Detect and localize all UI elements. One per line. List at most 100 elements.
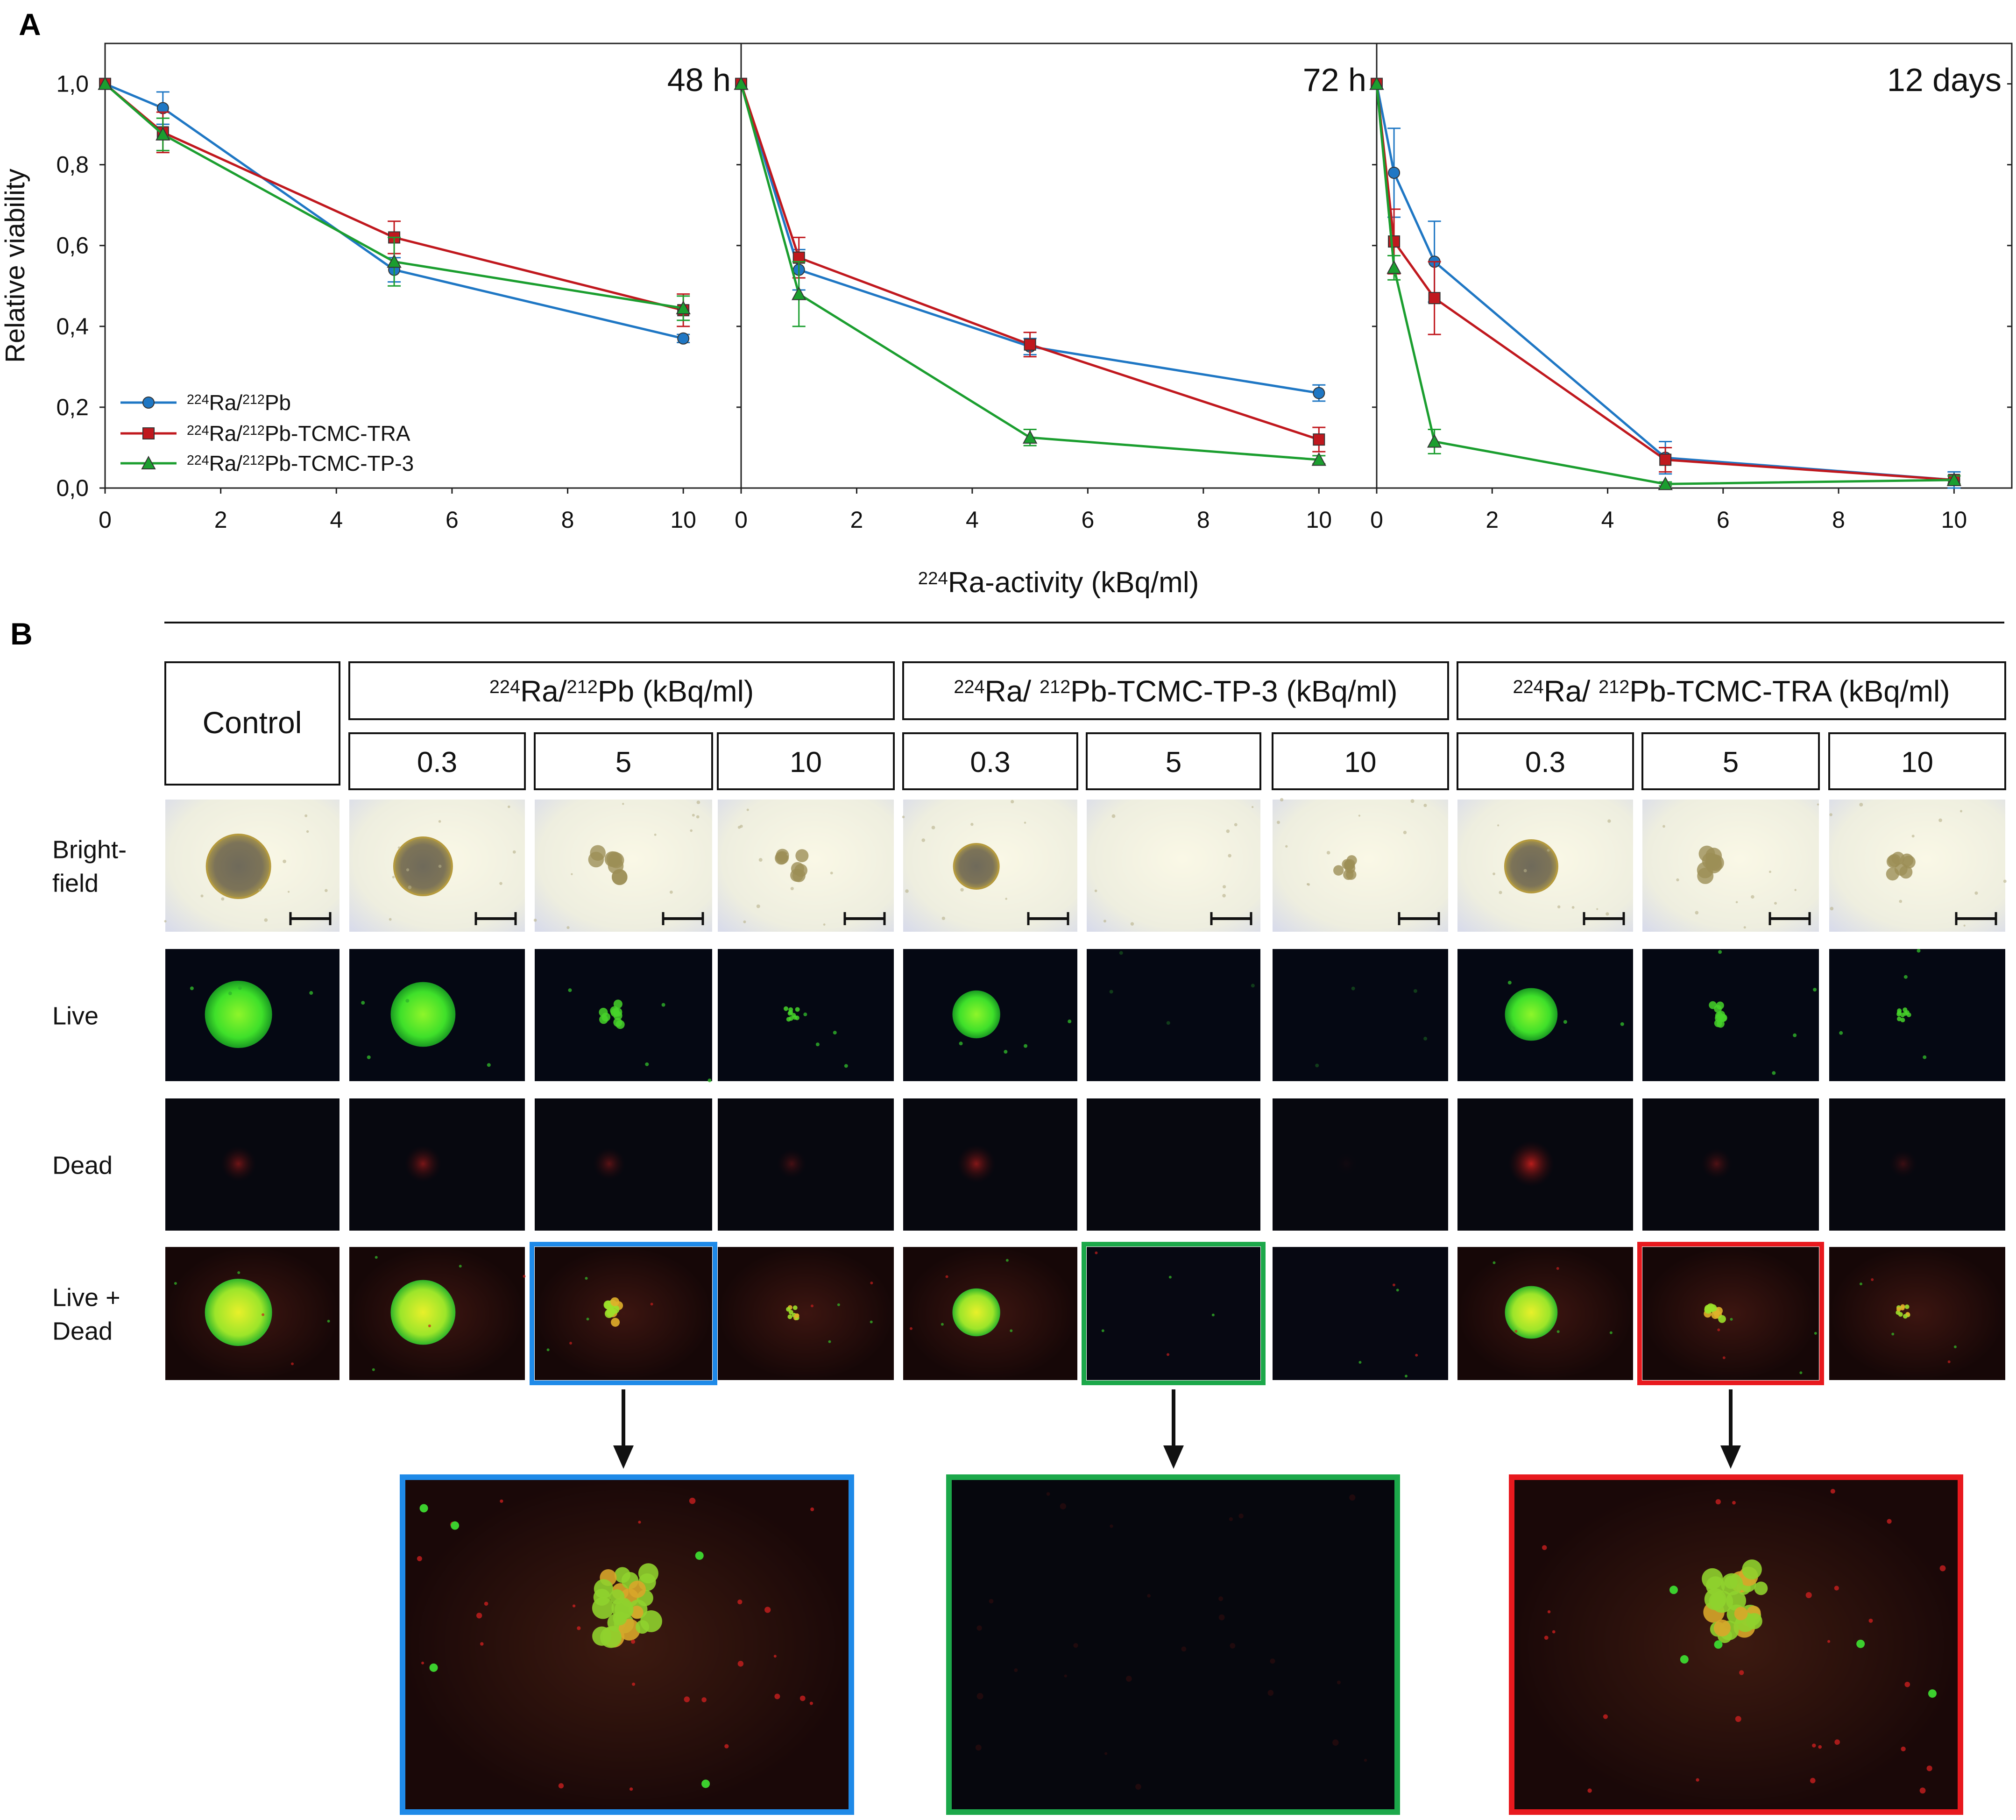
zoom-cell <box>1710 1622 1726 1637</box>
debris <box>1024 821 1026 824</box>
zoom-cell <box>1704 1588 1726 1610</box>
debris <box>1596 908 1599 910</box>
brightfield-cell <box>1697 867 1714 884</box>
x-tick-label: 8 <box>1832 507 1845 533</box>
brightfield-cell <box>1344 859 1355 870</box>
dead-image <box>1829 1098 2005 1231</box>
zoom-speck <box>1739 1670 1744 1675</box>
zoom-cell <box>1746 1613 1762 1629</box>
live-cell <box>610 1008 620 1017</box>
merge-speck <box>1010 1329 1013 1332</box>
debris <box>408 885 412 889</box>
zoom-cell <box>614 1613 634 1634</box>
spheroid <box>393 836 453 896</box>
live-cell <box>601 1013 611 1022</box>
merge-speck <box>811 1304 814 1308</box>
zoom-cell <box>1739 1605 1761 1627</box>
zoom-speck <box>558 1783 564 1789</box>
zoom-cell <box>614 1567 630 1583</box>
live-speck <box>833 1031 837 1035</box>
brightfield-image <box>903 800 1077 932</box>
merge-speck <box>1493 1261 1496 1264</box>
debris <box>823 923 826 926</box>
debris <box>1222 893 1226 898</box>
merge-speck <box>327 1319 330 1323</box>
live-speck <box>661 1003 665 1007</box>
zoom-speck <box>631 1639 636 1644</box>
zoom-speck <box>572 1604 576 1608</box>
y-tick-label: 0,2 <box>56 394 89 420</box>
zoom-live-speck <box>429 1663 438 1672</box>
zoom-speck <box>1064 1674 1067 1678</box>
zoom-speck <box>1046 1492 1050 1496</box>
merge-speck <box>945 1275 948 1278</box>
zoom-speck <box>1696 1778 1699 1782</box>
brightfield-cell <box>1902 855 1916 869</box>
zoom-cell <box>1724 1575 1738 1589</box>
zoom-cell <box>618 1619 640 1641</box>
zoom-panel <box>400 1474 854 1815</box>
merge-cell <box>614 1301 623 1310</box>
merge-cell <box>610 1297 620 1306</box>
debris <box>1111 814 1116 818</box>
debris <box>1547 849 1550 852</box>
zoom-speck <box>1919 1787 1926 1794</box>
debris <box>1695 911 1699 915</box>
merge-cell <box>1904 1304 1910 1310</box>
debris <box>304 814 308 817</box>
y-tick-label: 1,0 <box>56 71 89 97</box>
live-speck <box>1251 984 1255 988</box>
live-speck <box>1315 1063 1319 1068</box>
debris <box>221 897 225 901</box>
debris <box>406 868 410 871</box>
header-group-label: 224Ra/ 212Pb-TCMC-TP-3 (kBq/ml) <box>954 674 1397 708</box>
brightfield-cell <box>1344 860 1354 871</box>
zoom-cell <box>1719 1621 1739 1641</box>
zoom-cell <box>600 1626 622 1648</box>
debris <box>746 808 749 811</box>
y-tick-label: 0,8 <box>56 152 89 178</box>
x-tick-label: 4 <box>330 507 343 533</box>
zoom-speck <box>1110 1524 1113 1528</box>
live-speck <box>1563 1020 1567 1024</box>
debris <box>692 814 695 817</box>
debris <box>1662 825 1665 828</box>
legend-marker <box>141 455 156 469</box>
zoom-speck <box>1735 1716 1741 1722</box>
merge-speck <box>237 1271 241 1274</box>
live-cell <box>1896 1010 1902 1015</box>
debris <box>258 888 262 892</box>
live-cell <box>1719 1014 1727 1022</box>
zoom-speck <box>1818 1745 1822 1749</box>
debris <box>902 815 905 819</box>
live-speck <box>1813 988 1817 992</box>
merge-speck <box>1730 1317 1733 1321</box>
merge-cell <box>1905 1312 1910 1317</box>
merge-image <box>349 1247 525 1380</box>
debris <box>264 918 268 922</box>
dead-signal <box>1508 1140 1555 1187</box>
debris <box>1103 920 1106 923</box>
debris <box>1606 912 1609 916</box>
live-image <box>1273 949 1448 1081</box>
header-dose-label: 10 <box>1344 746 1377 779</box>
merge-speck <box>1799 1371 1803 1374</box>
debris <box>1223 885 1226 889</box>
x-tick-label: 10 <box>670 507 696 533</box>
live-spheroid <box>952 990 1000 1039</box>
debris <box>164 920 167 923</box>
live-speck <box>238 986 242 990</box>
zoom-cell <box>1730 1571 1752 1593</box>
debris <box>287 891 290 893</box>
dead-image <box>535 1098 712 1231</box>
debris <box>743 920 746 923</box>
zoom-speck <box>684 1696 690 1702</box>
live-cell <box>791 1013 796 1018</box>
brightfield-cell <box>1343 869 1354 880</box>
live-speck <box>844 1064 848 1068</box>
dead-image <box>718 1098 894 1231</box>
debris <box>1774 902 1777 905</box>
brightfield-image <box>165 800 340 932</box>
merge-speck <box>459 1265 462 1268</box>
zoom-speck <box>632 1682 636 1686</box>
